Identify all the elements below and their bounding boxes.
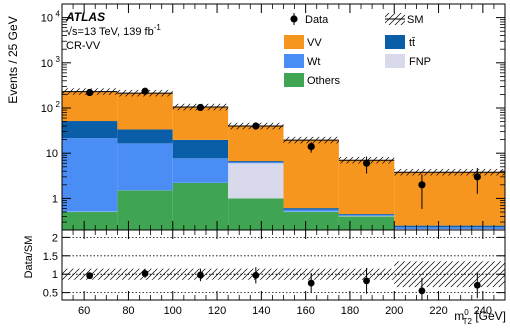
data-point-4 xyxy=(307,143,315,151)
x-tick-label-4: 140 xyxy=(252,305,270,317)
data-points xyxy=(86,87,481,209)
region-label: CR-VV xyxy=(66,40,101,52)
ratio-point-0 xyxy=(86,272,94,280)
legend-fnp-label: FNP xyxy=(409,56,431,68)
bar-others-4 xyxy=(283,212,339,230)
x-tick-label-3: 120 xyxy=(208,305,226,317)
bar-others-1 xyxy=(117,190,173,230)
ratio-point-7 xyxy=(473,281,481,289)
y-tick-exp-4: 4 xyxy=(56,10,61,19)
y-axis-title: Events / 25 GeV xyxy=(6,16,20,103)
bar-others-5 xyxy=(338,216,395,230)
ratio-y-axis: 0.5 1 1.5 2 xyxy=(43,232,505,300)
x-tick-label-6: 180 xyxy=(341,305,359,317)
x-tick-label-5: 160 xyxy=(296,305,314,317)
x-tick-label-2: 100 xyxy=(164,305,182,317)
data-point-6 xyxy=(418,181,426,189)
y-tick-label-3: 10 xyxy=(41,58,53,70)
bar-others-3 xyxy=(228,198,284,230)
ratio-tick-label-2: 1.5 xyxy=(43,251,58,263)
ratio-y-axis-title: Data/SM xyxy=(23,236,35,279)
data-point-0 xyxy=(86,88,94,97)
bar-vv-1 xyxy=(117,93,173,130)
bar-tt-3 xyxy=(228,161,284,163)
ratio-tick-label-0: 0.5 xyxy=(43,288,58,300)
legend-ttbar-swatch xyxy=(385,35,405,49)
data-point-1 xyxy=(141,87,149,95)
y-tick-label-0: 1 xyxy=(52,193,58,205)
x-axis-title: m0 T2 [GeV] xyxy=(454,308,506,326)
y-tick-exp-3: 3 xyxy=(56,55,61,64)
legend-others-swatch xyxy=(284,73,304,87)
ratio-band-low xyxy=(62,268,395,280)
legend-fnp-swatch xyxy=(385,54,405,68)
legend-ttbar-label: tt̄ xyxy=(409,37,415,49)
ratio-tick-label-3: 2 xyxy=(52,232,58,244)
ratio-reference-lines xyxy=(62,236,505,294)
legend-others-label: Others xyxy=(307,75,341,87)
bar-tt-1 xyxy=(117,129,173,144)
legend-sm-label: SM xyxy=(407,14,424,26)
ratio-point-4 xyxy=(307,279,315,287)
ratio-band-high xyxy=(394,261,505,288)
x-tick-label-9: 240 xyxy=(474,305,492,317)
bar-tt-2 xyxy=(172,139,229,159)
bar-wt-0 xyxy=(62,138,118,212)
data-point-3 xyxy=(252,122,260,130)
x-tick-label-8: 220 xyxy=(429,305,447,317)
bar-vv-2 xyxy=(172,107,229,140)
bar-wt-3 xyxy=(228,162,284,164)
bar-others-2 xyxy=(172,182,229,230)
y-tick-label-4: 10 xyxy=(41,13,53,25)
ratio-point-5 xyxy=(363,277,370,285)
energy-luminosity-label: √s=13 TeV, 139 fb-1 xyxy=(66,23,161,38)
legend-vv-swatch xyxy=(284,35,304,49)
bar-wt-1 xyxy=(117,143,173,191)
data-point-5 xyxy=(362,159,371,167)
x-tick-label-1: 80 xyxy=(122,305,134,317)
data-point-7 xyxy=(473,173,481,181)
y-tick-exp-2: 2 xyxy=(56,100,61,109)
legend-wt-swatch xyxy=(284,54,304,68)
bar-wt-5 xyxy=(338,214,395,216)
bar-vv-3 xyxy=(228,126,284,162)
bar-wt-4 xyxy=(283,209,339,212)
ratio-tick-label-1: 1 xyxy=(52,269,58,281)
legend-data-label: Data xyxy=(305,14,329,26)
legend-vv-label: VV xyxy=(307,37,322,49)
x-tick-label-0: 60 xyxy=(78,305,90,317)
x-axis: 60 80 100 120 140 160 180 200 220 240 xyxy=(61,4,506,317)
bar-others-0 xyxy=(62,212,118,230)
data-point-2 xyxy=(196,103,205,112)
y-tick-label-2: 10 xyxy=(41,103,53,115)
ratio-point-3 xyxy=(252,271,260,279)
bar-wt-2 xyxy=(172,158,229,183)
x-tick-label-7: 200 xyxy=(385,305,403,317)
bar-vv-0 xyxy=(62,91,118,122)
y-tick-label-1: 10 xyxy=(46,148,58,160)
legend-wt-label: Wt xyxy=(307,56,320,68)
ratio-points xyxy=(86,267,481,300)
ratio-point-1 xyxy=(141,270,149,277)
bar-tt-5 xyxy=(338,214,395,215)
bar-vv-6 xyxy=(394,171,505,226)
ratio-point-6 xyxy=(418,287,426,295)
legend: Data SM VV tt̄ Wt FNP Others xyxy=(284,13,431,87)
ratio-point-2 xyxy=(197,271,204,279)
atlas-label: ATLAS xyxy=(65,10,105,24)
bar-tt-0 xyxy=(62,121,118,139)
bar-fnp-3 xyxy=(228,163,284,199)
bar-tt-4 xyxy=(283,208,339,210)
stacked-histogram xyxy=(62,91,505,230)
